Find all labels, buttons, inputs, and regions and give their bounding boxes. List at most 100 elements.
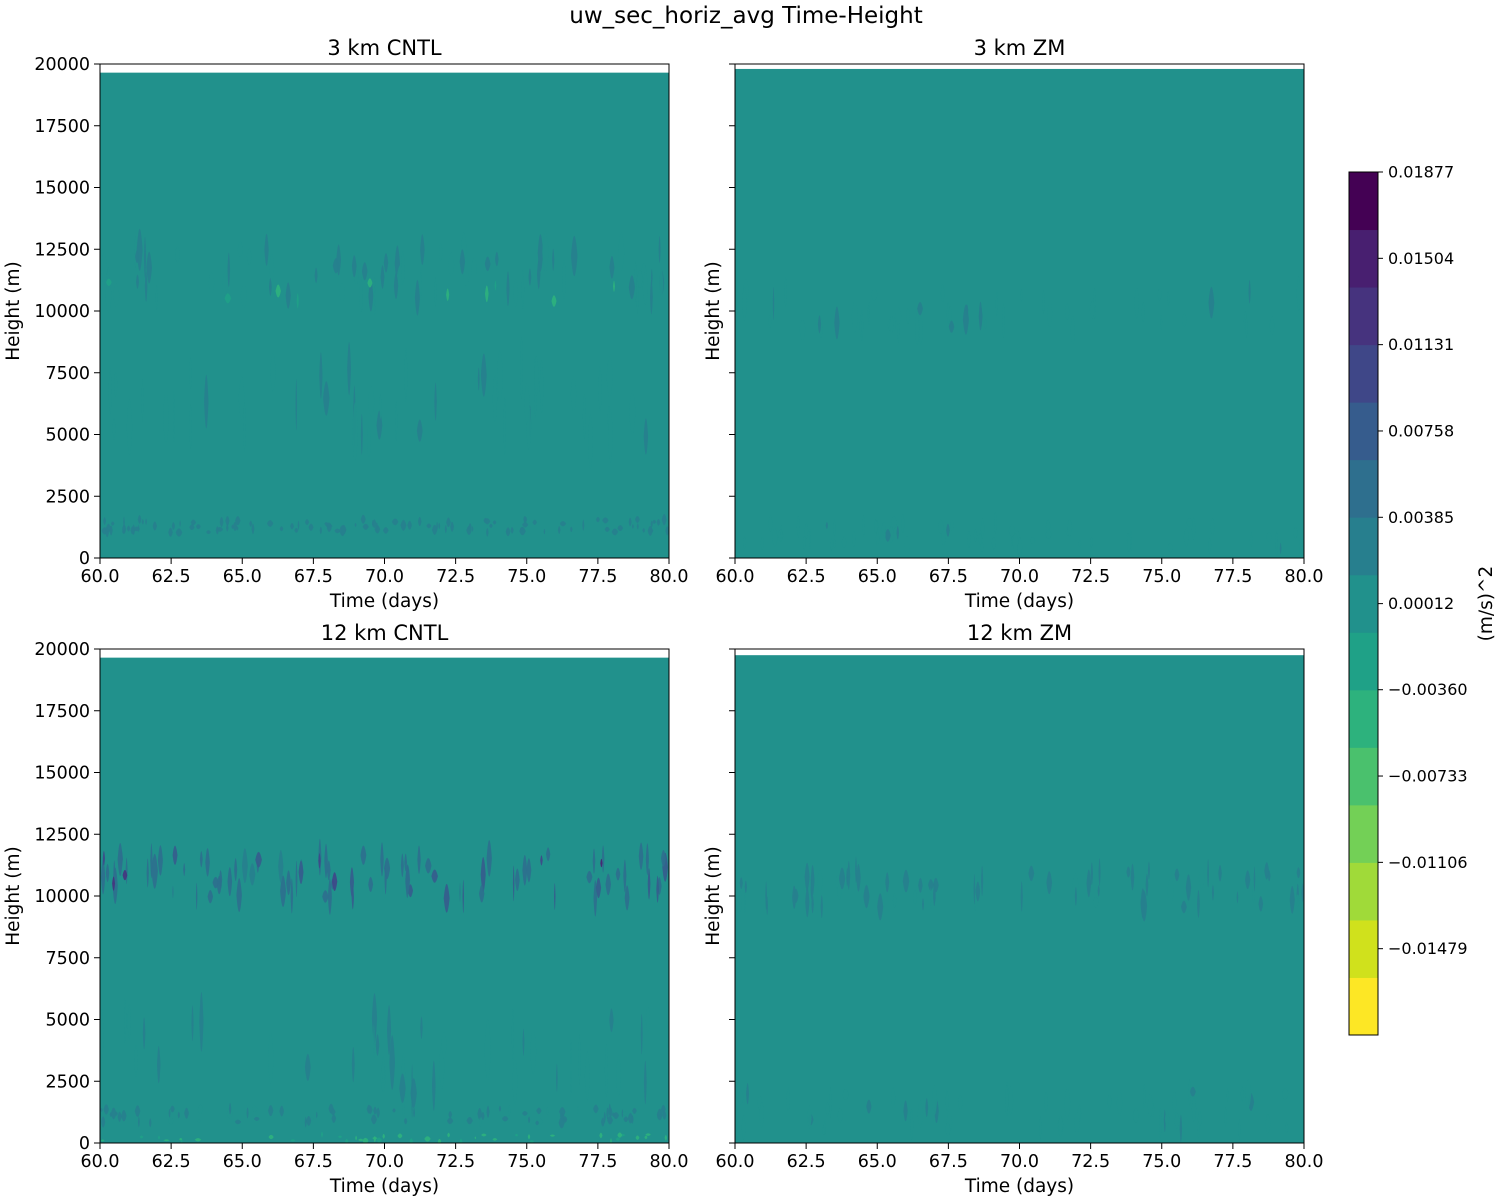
heatmap-streak (151, 853, 158, 889)
heatmap-streak (208, 272, 215, 294)
heatmap-streak (540, 855, 543, 866)
heatmap-streak (995, 291, 998, 316)
heatmap-streak (206, 530, 211, 535)
heatmap-streak (1167, 878, 1174, 904)
x-tick-label: 75.0 (507, 1152, 546, 1172)
heatmap-streak (842, 1089, 849, 1100)
y-tick-label: 7500 (45, 949, 90, 969)
heatmap-streak (425, 857, 432, 874)
heatmap-streak (139, 1135, 144, 1139)
heatmap-streak (484, 518, 491, 525)
heatmap-streak (833, 519, 836, 537)
heatmap-streak (175, 246, 180, 263)
heatmap-streak (137, 1116, 140, 1128)
y-tick-label: 15000 (34, 179, 90, 199)
heatmap-streak (665, 526, 669, 536)
heatmap-streak (1072, 873, 1079, 895)
y-tick-label: 10000 (34, 887, 90, 907)
heatmap-streak (146, 251, 152, 284)
y-axis-label: Height (m) (703, 261, 724, 361)
heatmap-streak (191, 1005, 194, 1042)
heatmap-streak (1141, 302, 1145, 323)
heatmap-streak (479, 1117, 482, 1128)
heatmap-streak (628, 275, 635, 300)
heatmap-streak (623, 1116, 629, 1123)
x-tick-label: 77.5 (1213, 1152, 1252, 1172)
heatmap-streak (1299, 537, 1303, 555)
heatmap-streak (1047, 300, 1053, 327)
heatmap-streak (1164, 1110, 1170, 1128)
heatmap-streak (642, 528, 645, 533)
heatmap-streak (326, 860, 331, 881)
heatmap-streak (760, 536, 764, 550)
heatmap-streak (609, 256, 615, 279)
heatmap-streak (126, 399, 133, 455)
heatmap-streak (1267, 870, 1271, 882)
heatmap-streak (285, 282, 291, 309)
colorbar-segment (1349, 229, 1378, 288)
heatmap-streak (1303, 528, 1304, 529)
heatmap-streak (155, 285, 158, 310)
heatmap-streak (354, 522, 357, 527)
heatmap-streak (360, 514, 366, 524)
heatmap-streak (582, 393, 586, 439)
heatmap-streak (331, 1114, 337, 1123)
heatmap-streak (404, 1118, 408, 1125)
heatmap-streak (376, 1107, 380, 1118)
heatmap-streak (1301, 883, 1304, 902)
heatmap-streak (157, 845, 163, 876)
heatmap-streak (436, 522, 438, 530)
heatmap-streak (981, 865, 984, 897)
heatmap-streak (1182, 313, 1187, 327)
heatmap-streak (179, 520, 181, 527)
heatmap-streak (1174, 868, 1180, 882)
heatmap-streak (358, 1138, 364, 1142)
heatmap-streak (374, 276, 376, 316)
heatmap-streak (1226, 1088, 1229, 1102)
colorbar-segment (1349, 632, 1378, 691)
heatmap-streak (662, 1111, 667, 1120)
heatmap-streak (784, 277, 787, 307)
heatmap-streak (647, 868, 651, 900)
heatmap-streak (554, 883, 556, 910)
heatmap-streak (637, 270, 643, 288)
heatmap-streak (532, 519, 537, 525)
heatmap-streak (629, 390, 636, 435)
y-tick-label: 17500 (34, 702, 90, 722)
heatmap-background (100, 72, 669, 558)
heatmap-streak (772, 287, 775, 320)
heatmap-streak (938, 519, 944, 534)
heatmap-streak (371, 993, 378, 1044)
x-tick-label: 77.5 (578, 567, 617, 587)
heatmap-streak (595, 877, 602, 899)
heatmap-streak (925, 1098, 929, 1117)
heatmap-streak (515, 868, 520, 891)
heatmap-streak (792, 885, 797, 909)
colorbar-tick-label: 0.00385 (1388, 508, 1454, 527)
colorbar-segment (1349, 574, 1378, 633)
x-tick-label: 80.0 (1285, 567, 1324, 587)
heatmap-streak (1020, 289, 1023, 302)
heatmap-streak (613, 280, 615, 292)
heatmap-streak (582, 519, 585, 531)
heatmap-streak (498, 1105, 502, 1112)
x-tick-label: 60.0 (716, 567, 755, 587)
heatmap-streak (991, 537, 996, 550)
heatmap-streak (877, 893, 884, 921)
heatmap-streak (931, 1085, 938, 1115)
heatmap-streak (661, 849, 666, 867)
heatmap-streak (448, 1110, 453, 1119)
heatmap-streak (1067, 519, 1073, 537)
heatmap-streak (941, 527, 946, 546)
heatmap-streak (163, 391, 169, 444)
heatmap-streak (1078, 540, 1082, 549)
heatmap-streak (994, 511, 997, 534)
heatmap-streak (280, 875, 286, 908)
heatmap-streak (524, 382, 530, 425)
heatmap-streak (598, 365, 602, 413)
heatmap-streak (742, 286, 747, 321)
heatmap-streak (503, 397, 506, 456)
heatmap-streak (189, 357, 192, 390)
heatmap-streak (645, 1005, 650, 1034)
